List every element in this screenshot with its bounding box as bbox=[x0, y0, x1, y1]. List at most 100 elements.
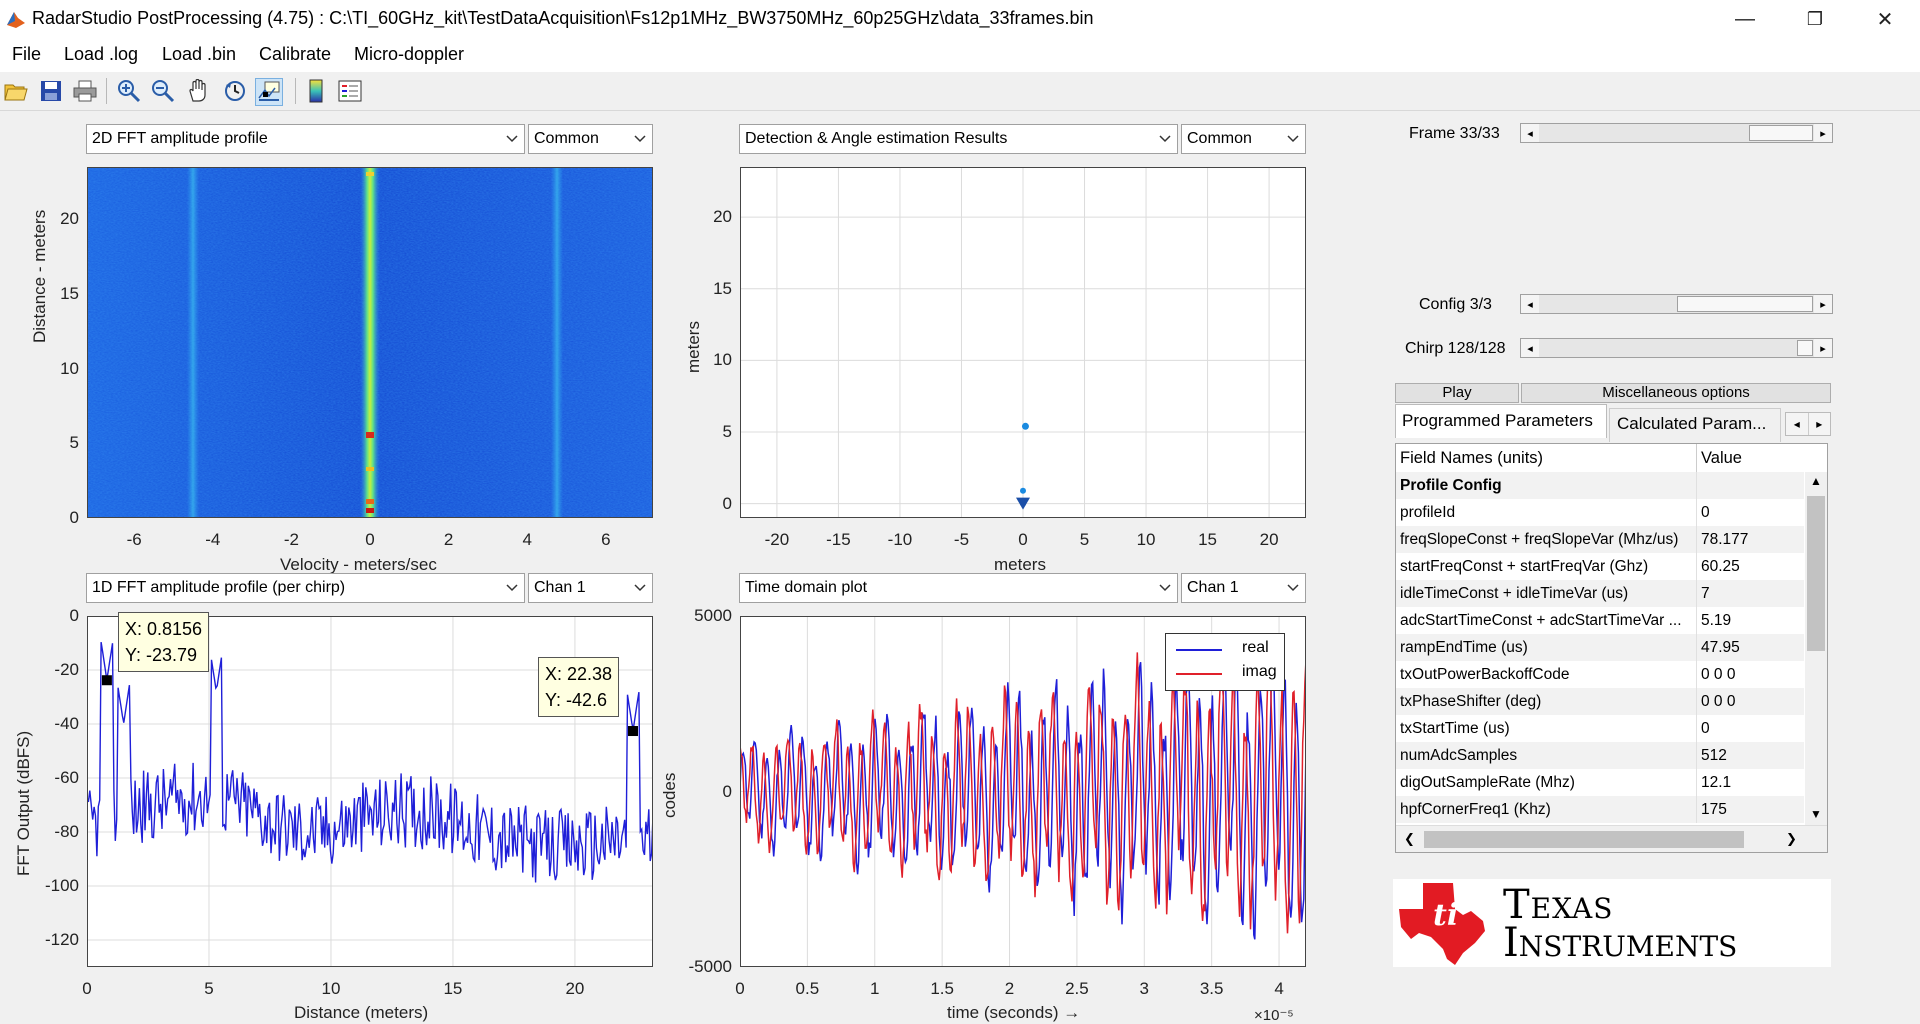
scroll-thumb[interactable] bbox=[1424, 831, 1744, 848]
slider-thumb[interactable] bbox=[1749, 125, 1813, 141]
table-row[interactable]: idleTimeConst + idleTimeVar (us) 7 bbox=[1396, 580, 1804, 607]
slider-left-icon[interactable]: ◂ bbox=[1521, 295, 1539, 313]
table-row[interactable]: Profile Config bbox=[1396, 472, 1804, 499]
dropdown-value: Detection & Angle estimation Results bbox=[745, 130, 1008, 147]
minimize-button[interactable]: — bbox=[1735, 7, 1755, 30]
menu-calibrate[interactable]: Calibrate bbox=[259, 44, 332, 64]
data-tip-1[interactable]: X: 0.8156 Y: -23.79 bbox=[118, 612, 210, 672]
save-icon[interactable] bbox=[38, 78, 64, 104]
menu-load-bin[interactable]: Load .bin bbox=[162, 44, 237, 64]
title-bar: RadarStudio PostProcessing (4.75) : C:\T… bbox=[0, 0, 1920, 38]
colorbar-icon[interactable] bbox=[303, 78, 329, 104]
br-x-tick: 3 bbox=[1139, 979, 1150, 998]
scroll-thumb[interactable] bbox=[1807, 496, 1825, 651]
data-tip-marker[interactable] bbox=[101, 675, 112, 686]
pan-icon[interactable] bbox=[186, 78, 212, 104]
tr-x-tick: 15 bbox=[1198, 530, 1218, 549]
slider-right-icon[interactable]: ▸ bbox=[1814, 339, 1832, 357]
toolbar-separator bbox=[295, 78, 296, 104]
time-domain-legend[interactable]: real imag bbox=[1165, 633, 1285, 691]
tab-calculated-parameters[interactable]: Calculated Param... bbox=[1609, 408, 1781, 442]
bl-y-tick: -80 bbox=[54, 822, 79, 841]
tl-x-tick: 4 bbox=[522, 530, 532, 549]
tl-y-tick: 10 bbox=[60, 358, 79, 378]
menu-micro-doppler[interactable]: Micro-doppler bbox=[354, 44, 465, 64]
table-row[interactable]: digOutSampleRate (Mhz) 12.1 bbox=[1396, 769, 1804, 796]
vertical-scrollbar[interactable]: ▲ ▼ bbox=[1805, 472, 1827, 825]
legend-swatch-imag bbox=[1176, 673, 1222, 675]
channel-dropdown-br[interactable]: Chan 1 bbox=[1181, 573, 1306, 603]
rotate-icon[interactable] bbox=[222, 78, 248, 104]
slider-right-icon[interactable]: ▸ bbox=[1814, 295, 1832, 313]
table-cell-field: adcStartTimeConst + adcStartTimeVar ... bbox=[1400, 612, 1682, 629]
tab-scroll-right-icon[interactable]: ▸ bbox=[1807, 413, 1831, 435]
scroll-up-icon[interactable]: ▲ bbox=[1810, 474, 1822, 488]
tab-scroll-left-icon[interactable]: ◂ bbox=[1793, 417, 1800, 431]
table-cell-value: 0 0 0 bbox=[1701, 693, 1736, 710]
menu-load-log[interactable]: Load .log bbox=[64, 44, 139, 64]
plot-type-dropdown-tr[interactable]: Detection & Angle estimation Results bbox=[739, 124, 1178, 154]
open-icon[interactable] bbox=[3, 78, 29, 104]
scroll-down-icon[interactable]: ▼ bbox=[1810, 807, 1822, 821]
data-cursor-icon[interactable] bbox=[255, 78, 283, 106]
table-row[interactable]: txOutPowerBackoffCode 0 0 0 bbox=[1396, 661, 1804, 688]
table-cell-value: 12.1 bbox=[1701, 774, 1732, 791]
restore-button[interactable]: ❐ bbox=[1806, 8, 1824, 29]
slider-thumb[interactable] bbox=[1797, 340, 1813, 356]
table-cell-field: txStartTime (us) bbox=[1400, 720, 1510, 737]
print-icon[interactable] bbox=[72, 78, 98, 104]
table-row[interactable]: profileId 0 bbox=[1396, 499, 1804, 526]
frame-label: Frame 33/33 bbox=[1409, 125, 1500, 142]
slider-left-icon[interactable]: ◂ bbox=[1521, 124, 1539, 142]
br-x-tick: 1 bbox=[870, 979, 880, 998]
channel-dropdown-bl[interactable]: Chan 1 bbox=[528, 573, 653, 603]
play-button[interactable]: Play bbox=[1395, 383, 1519, 403]
plot-type-dropdown-br[interactable]: Time domain plot bbox=[739, 573, 1178, 603]
channel-dropdown-tl[interactable]: Common bbox=[528, 124, 653, 154]
horizontal-scrollbar[interactable]: ❮ ❯ bbox=[1396, 825, 1827, 852]
chevron-down-icon bbox=[628, 125, 652, 153]
slider-right-icon[interactable]: ▸ bbox=[1814, 124, 1832, 142]
slider-thumb[interactable] bbox=[1677, 296, 1813, 312]
tr-ylabel: meters bbox=[684, 321, 703, 373]
table-cell-field: txOutPowerBackoffCode bbox=[1400, 666, 1570, 683]
tab-programmed-parameters[interactable]: Programmed Parameters bbox=[1395, 404, 1607, 438]
detection-scatter-plot[interactable] bbox=[740, 167, 1306, 518]
legend-label-real: real bbox=[1242, 639, 1269, 656]
tab-scroll[interactable]: ◂ ▸ bbox=[1785, 412, 1831, 436]
parameter-table[interactable]: Field Names (units) Value Profile Config… bbox=[1395, 443, 1828, 853]
frame-slider[interactable]: ◂ ▸ bbox=[1520, 123, 1833, 143]
table-row[interactable]: hpfCornerFreq1 (Khz) 175 bbox=[1396, 796, 1804, 823]
table-row[interactable]: txPhaseShifter (deg) 0 0 0 bbox=[1396, 688, 1804, 715]
scroll-left-icon[interactable]: ❮ bbox=[1404, 831, 1415, 846]
zoom-in-icon[interactable] bbox=[116, 78, 142, 104]
close-button[interactable]: ✕ bbox=[1876, 8, 1894, 31]
range-doppler-heatmap[interactable] bbox=[87, 167, 653, 518]
config-slider[interactable]: ◂ ▸ bbox=[1520, 294, 1833, 314]
data-tip-marker[interactable] bbox=[627, 726, 638, 737]
chirp-slider[interactable]: ◂ ▸ bbox=[1520, 338, 1833, 358]
scroll-right-icon[interactable]: ❯ bbox=[1786, 831, 1797, 846]
channel-dropdown-tr[interactable]: Common bbox=[1181, 124, 1306, 154]
menu-file[interactable]: File bbox=[12, 44, 42, 64]
table-row[interactable]: rampEndTime (us) 47.95 bbox=[1396, 634, 1804, 661]
cell-divider bbox=[1696, 715, 1697, 742]
zoom-out-icon[interactable] bbox=[150, 78, 176, 104]
table-row[interactable]: adcStartTimeConst + adcStartTimeVar ... 5… bbox=[1396, 607, 1804, 634]
legend-icon[interactable] bbox=[337, 78, 363, 104]
misc-options-button[interactable]: Miscellaneous options bbox=[1521, 383, 1831, 403]
slider-left-icon[interactable]: ◂ bbox=[1521, 339, 1539, 357]
table-row[interactable]: txStartTime (us) 0 bbox=[1396, 715, 1804, 742]
ti-state-icon: ti bbox=[1399, 883, 1485, 965]
plot-type-dropdown-bl[interactable]: 1D FFT amplitude profile (per chirp) bbox=[86, 573, 525, 603]
br-x-exponent: ×10⁻⁵ bbox=[1254, 1007, 1294, 1024]
br-xlabel: time (seconds) → bbox=[947, 1003, 1081, 1022]
dropdown-value: 1D FFT amplitude profile (per chirp) bbox=[92, 579, 346, 596]
bl-y-tick: -20 bbox=[54, 660, 79, 679]
data-tip-2[interactable]: X: 22.38 Y: -42.6 bbox=[538, 657, 620, 717]
table-row[interactable]: startFreqConst + startFreqVar (Ghz) 60.25 bbox=[1396, 553, 1804, 580]
table-row[interactable]: numAdcSamples 512 bbox=[1396, 742, 1804, 769]
chevron-down-icon bbox=[1153, 574, 1177, 602]
plot-type-dropdown-tl[interactable]: 2D FFT amplitude profile bbox=[86, 124, 525, 154]
table-row[interactable]: freqSlopeConst + freqSlopeVar (Mhz/us) 78… bbox=[1396, 526, 1804, 553]
